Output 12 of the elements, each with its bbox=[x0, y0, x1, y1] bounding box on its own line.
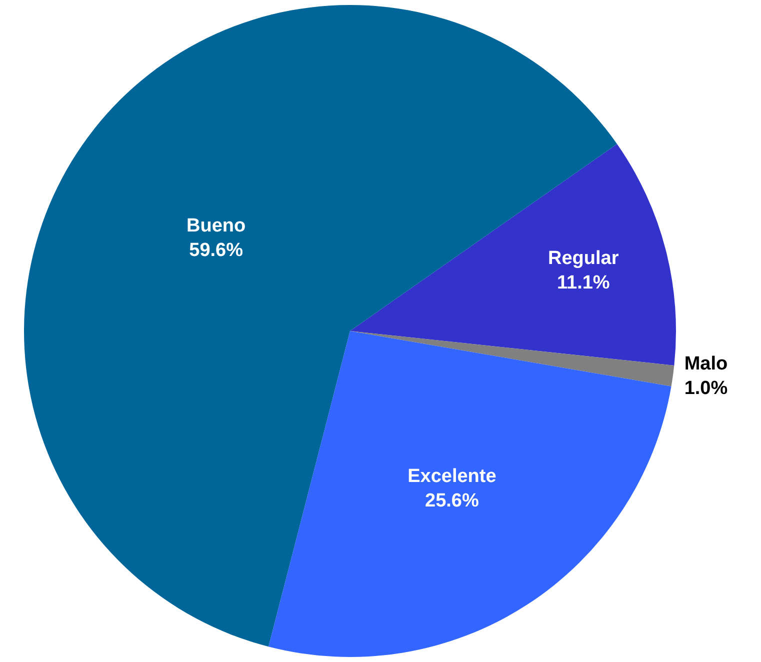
pie-slice bbox=[350, 144, 676, 366]
pie-slice bbox=[268, 331, 672, 657]
data-label: 1.0% bbox=[684, 378, 728, 400]
data-label: 11.1% bbox=[556, 272, 610, 294]
data-label: 59.6% bbox=[189, 240, 244, 261]
data-label: 25.6% bbox=[425, 490, 479, 512]
slice-label: Malo bbox=[684, 353, 728, 374]
slice-label: Excelente bbox=[408, 466, 496, 487]
slice-label: Regular bbox=[548, 248, 620, 269]
pie-slice bbox=[24, 6, 618, 647]
pie-slice bbox=[350, 331, 674, 386]
slice-label: Bueno bbox=[186, 215, 246, 236]
